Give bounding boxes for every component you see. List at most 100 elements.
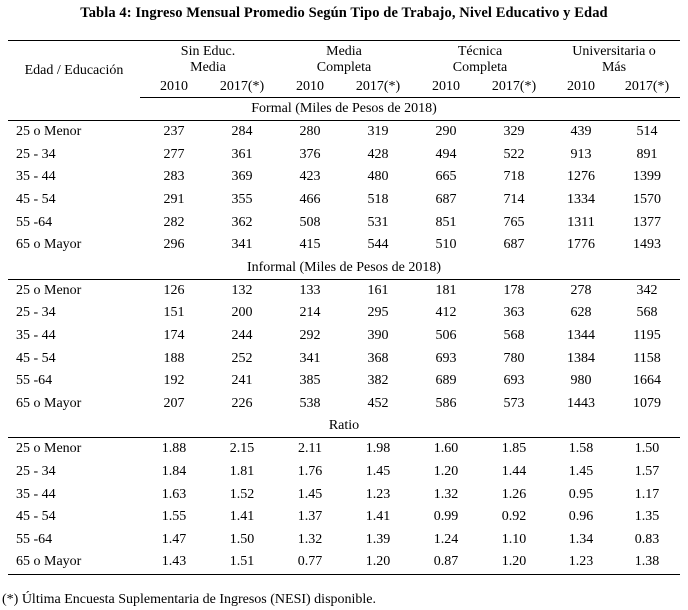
table-cell: 980: [570, 373, 592, 389]
table-cell: 319: [367, 124, 389, 140]
table-cell: 1.45: [297, 486, 323, 502]
table-cell: 361: [231, 146, 253, 162]
table-cell: 284: [231, 124, 253, 140]
table-row: 25 o Menor 237 284 280 319 290 329 439 514: [8, 121, 680, 144]
table-cell: 200: [231, 305, 253, 321]
table-cell: 278: [570, 282, 592, 298]
table-cell: 237: [163, 124, 185, 140]
table-cell: 283: [163, 169, 185, 185]
group-header: Técnica Completa: [412, 40, 549, 76]
year-header: 2017(*): [344, 76, 413, 98]
table-row: 55 -64 1.47 1.50 1.32 1.39 1.24 1.10 1.34 0.83: [8, 529, 680, 552]
table-cell: 385: [299, 373, 321, 389]
table-row: 65 o Mayor 296 341 415 544 510 687 1776 1493: [8, 234, 680, 257]
table-row: 25 - 34 1.84 1.81 1.76 1.45 1.20 1.44 1.45 1.57: [8, 461, 680, 484]
row-label: 55 -64: [16, 373, 53, 389]
table-cell: 369: [231, 169, 253, 185]
year-header: 2017(*): [614, 76, 681, 98]
table-cell: 0.95: [568, 486, 594, 502]
table-cell: 290: [435, 124, 457, 140]
table-cell: 1.50: [634, 441, 660, 457]
table-cell: 341: [231, 237, 253, 253]
table-cell: 510: [435, 237, 457, 253]
table-cell: 1344: [567, 328, 596, 344]
section-title: Ratio: [8, 415, 681, 439]
table-cell: 689: [435, 373, 457, 389]
table-cell: 1.50: [229, 531, 255, 547]
table-body: Formal (Miles de Pesos de 2018) 25 o Meno…: [8, 97, 681, 575]
row-label: 25 - 34: [16, 464, 56, 480]
table-cell: 1.63: [161, 486, 187, 502]
table-row: 45 - 54 291 355 466 518 687 714 1334 1570: [8, 189, 680, 212]
table-cell: 714: [503, 192, 525, 208]
table-cell: 693: [503, 373, 525, 389]
table-cell: 1.44: [501, 464, 527, 480]
table-cell: 1311: [567, 214, 595, 230]
table-cell: 2.11: [298, 441, 322, 457]
table-cell: 1.41: [229, 509, 255, 525]
table-cell: 355: [231, 192, 253, 208]
table-cell: 439: [570, 124, 592, 140]
table-cell: 0.92: [501, 509, 527, 525]
row-label: 55 -64: [16, 214, 53, 230]
table-cell: 1443: [567, 395, 596, 411]
group-header: Sin Educ. Media: [140, 40, 277, 76]
table-cell: 207: [163, 395, 185, 411]
table-row: 55 -64 282 362 508 531 851 765 1311 1377: [8, 211, 680, 234]
table-cell: 151: [163, 305, 185, 321]
table-cell: 538: [299, 395, 321, 411]
table-row: 35 - 44 174 244 292 390 506 568 1344 1195: [8, 325, 680, 348]
table-cell: 1377: [633, 214, 662, 230]
year-header: 2010: [412, 76, 481, 98]
table-cell: 376: [299, 146, 321, 162]
table-cell: 0.99: [433, 509, 459, 525]
table-row: 25 - 34 277 361 376 428 494 522 913 891: [8, 144, 680, 167]
table-cell: 280: [299, 124, 321, 140]
table-cell: 241: [231, 373, 253, 389]
group-header: Media Completa: [276, 40, 413, 76]
table-cell: 913: [570, 146, 592, 162]
table-cell: 628: [570, 305, 592, 321]
table-cell: 1158: [633, 350, 661, 366]
table-cell: 480: [367, 169, 389, 185]
table-cell: 1.51: [208, 551, 277, 575]
section-header-row: Ratio: [8, 415, 681, 439]
table-cell: 1.32: [297, 531, 323, 547]
table-cell: 174: [163, 328, 185, 344]
table-cell: 1.17: [634, 486, 660, 502]
row-label: 35 - 44: [16, 169, 56, 185]
table-cell: 1664: [633, 373, 662, 389]
table-cell: 586: [435, 395, 457, 411]
section-title: Formal (Miles de Pesos de 2018): [8, 97, 681, 121]
table-cell: 544: [367, 237, 389, 253]
table-cell: 362: [231, 214, 253, 230]
table-cell: 161: [367, 282, 389, 298]
table-cell: 132: [231, 282, 253, 298]
table-row: 35 - 44 283 369 423 480 665 718 1276 1399: [8, 166, 680, 189]
row-label: 35 - 44: [16, 328, 56, 344]
row-label: 25 - 34: [16, 146, 56, 162]
row-label: 65 o Mayor: [16, 395, 82, 411]
table-cell: 765: [503, 214, 525, 230]
table-cell: 1.23: [365, 486, 391, 502]
table-cell: 181: [435, 282, 457, 298]
table-cell: 693: [435, 350, 457, 366]
table-cell: 1384: [567, 350, 596, 366]
table-cell: 1.85: [501, 441, 527, 457]
table-cell: 1.41: [365, 509, 391, 525]
table-cell: 665: [435, 169, 457, 185]
table-cell: 1.55: [161, 509, 187, 525]
table-row: 35 - 44 1.63 1.52 1.45 1.23 1.32 1.26 0.95 1.17: [8, 483, 680, 506]
table-cell: 1.38: [614, 551, 681, 575]
table-cell: 1.26: [501, 486, 527, 502]
table-cell: 2.15: [229, 441, 255, 457]
row-label: 35 - 44: [16, 486, 56, 502]
table-cell: 518: [367, 192, 389, 208]
table-cell: 292: [299, 328, 321, 344]
table-cell: 252: [231, 350, 253, 366]
row-label: 25 o Menor: [16, 124, 82, 140]
table-cell: 452: [367, 395, 389, 411]
table-cell: 133: [299, 282, 321, 298]
table-cell: 178: [503, 282, 525, 298]
table-cell: 1399: [633, 169, 662, 185]
